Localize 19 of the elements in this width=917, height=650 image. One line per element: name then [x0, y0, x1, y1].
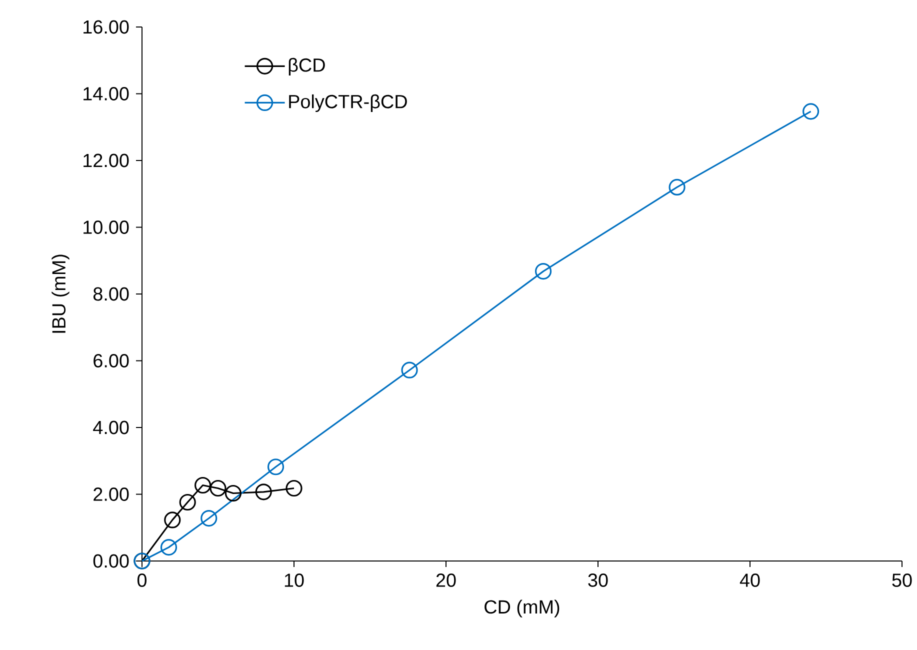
y-tick-label: 14.00 [84, 87, 129, 100]
y-tick-label: 12.00 [84, 154, 129, 168]
y-tick-label: 2.00 [94, 488, 129, 501]
x-axis-title: CD (mM) [484, 600, 560, 618]
y-tick-label: 6.00 [94, 354, 129, 368]
y-tick-label: 8.00 [93, 287, 129, 301]
y-tick-label: 4.00 [93, 420, 129, 434]
y-axis-title: IBU (mM) [52, 254, 70, 333]
y-tick-label: 0.00 [93, 554, 129, 568]
y-tick-label: 16.00 [84, 20, 129, 34]
y-tick-label: 10.00 [84, 220, 129, 234]
x-tick-label: 40 [740, 574, 760, 587]
x-tick-label: 20 [436, 574, 456, 587]
x-tick-label: 30 [588, 574, 608, 587]
x-tick-label: 10 [284, 574, 304, 587]
x-tick-label: 50 [892, 574, 912, 587]
x-tick-label: 0 [137, 574, 147, 587]
legend-label: βCD [288, 58, 325, 76]
legend-label: PolyCTR-βCD [289, 94, 407, 112]
